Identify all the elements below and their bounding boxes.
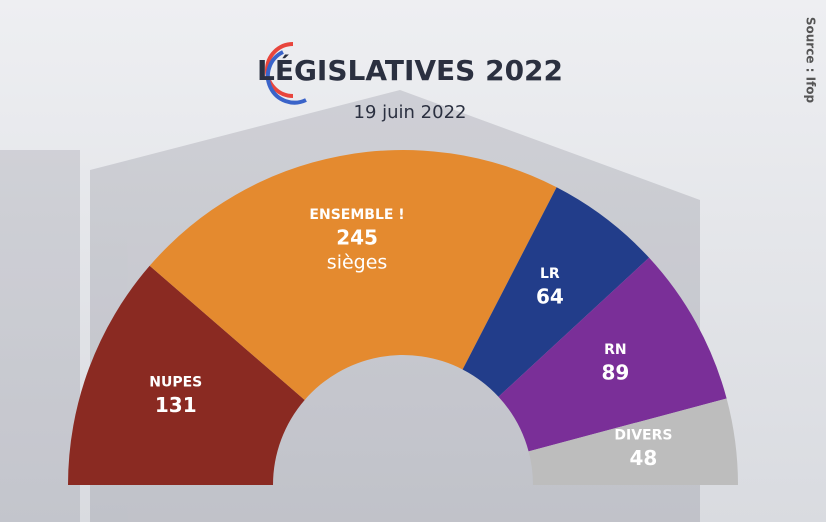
value-unit: sièges [327, 251, 388, 273]
segment-label: LR [540, 266, 560, 282]
segment-value: 245 [336, 225, 378, 249]
logo-arc [265, 50, 307, 105]
segment-value: 48 [630, 446, 658, 470]
seat-segment [528, 398, 738, 485]
segment-label: DIVERS [614, 427, 672, 443]
segment-label: NUPES [149, 374, 202, 390]
seat-segment [462, 187, 650, 397]
seat-segment [498, 257, 727, 452]
source: Source : Ifop [804, 17, 818, 104]
segment-label: RN [604, 342, 627, 358]
chart-subtitle: 19 juin 2022 [354, 102, 467, 123]
segment-value: 64 [536, 285, 564, 309]
segment-value: 131 [155, 393, 197, 417]
segment-value: 89 [601, 360, 629, 384]
seat-segment [149, 150, 557, 400]
segment-label: ENSEMBLE ! [309, 207, 404, 223]
seat-segment [68, 265, 305, 485]
chart-title: LÉGISLATIVES 2022 [257, 53, 563, 87]
